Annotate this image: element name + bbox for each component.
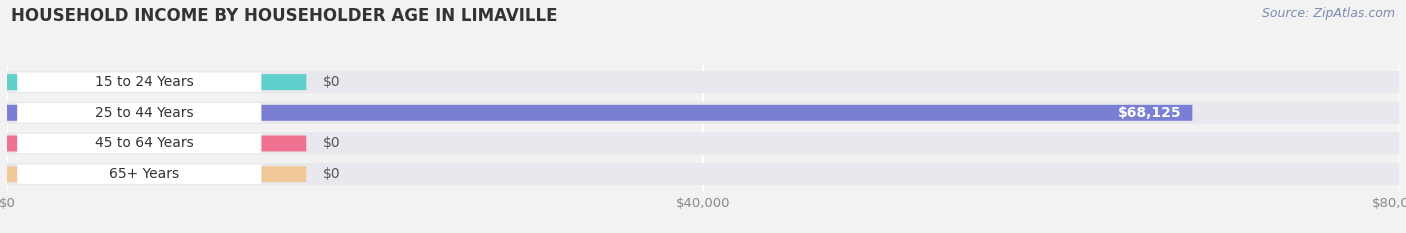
Text: 15 to 24 Years: 15 to 24 Years [96, 75, 194, 89]
Text: $0: $0 [323, 167, 340, 181]
FancyBboxPatch shape [7, 136, 307, 151]
FancyBboxPatch shape [7, 105, 1192, 121]
Text: HOUSEHOLD INCOME BY HOUSEHOLDER AGE IN LIMAVILLE: HOUSEHOLD INCOME BY HOUSEHOLDER AGE IN L… [11, 7, 558, 25]
Text: $0: $0 [323, 75, 340, 89]
FancyBboxPatch shape [7, 132, 1399, 154]
FancyBboxPatch shape [17, 103, 262, 123]
Text: Source: ZipAtlas.com: Source: ZipAtlas.com [1261, 7, 1395, 20]
Text: 25 to 44 Years: 25 to 44 Years [96, 106, 194, 120]
FancyBboxPatch shape [7, 71, 1399, 93]
FancyBboxPatch shape [17, 134, 262, 153]
FancyBboxPatch shape [7, 102, 1399, 124]
Text: 45 to 64 Years: 45 to 64 Years [96, 137, 194, 151]
FancyBboxPatch shape [17, 72, 262, 92]
FancyBboxPatch shape [7, 74, 307, 90]
FancyBboxPatch shape [7, 166, 307, 182]
FancyBboxPatch shape [7, 163, 1399, 185]
Text: $0: $0 [323, 137, 340, 151]
FancyBboxPatch shape [17, 164, 262, 184]
Text: 65+ Years: 65+ Years [110, 167, 180, 181]
Text: $68,125: $68,125 [1118, 106, 1181, 120]
